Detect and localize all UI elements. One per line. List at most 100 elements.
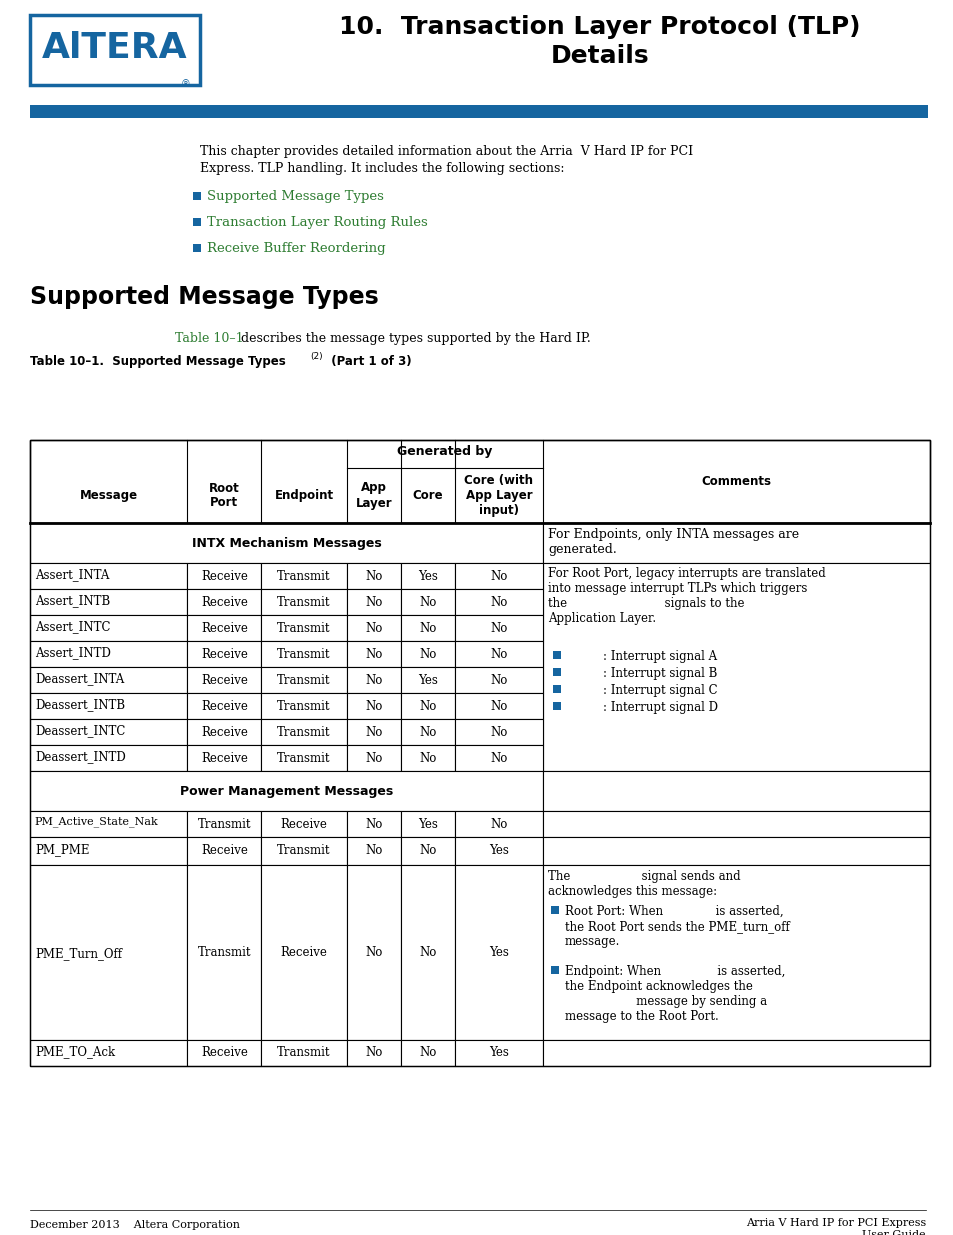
Text: Message: Message bbox=[80, 489, 137, 501]
Bar bbox=[30, 745, 188, 771]
Text: Transmit: Transmit bbox=[197, 946, 251, 960]
Bar bbox=[188, 864, 261, 1040]
Bar bbox=[347, 589, 400, 615]
Bar bbox=[261, 589, 347, 615]
Text: Yes: Yes bbox=[489, 1046, 508, 1060]
Text: No: No bbox=[418, 752, 436, 764]
Bar bbox=[261, 811, 347, 837]
Bar bbox=[347, 1040, 400, 1066]
Bar bbox=[400, 811, 455, 837]
Bar bbox=[455, 1040, 542, 1066]
Bar bbox=[261, 1040, 347, 1066]
Bar bbox=[455, 615, 542, 641]
Text: Yes: Yes bbox=[417, 569, 437, 583]
Bar bbox=[347, 563, 400, 589]
Bar bbox=[261, 641, 347, 667]
Bar bbox=[188, 563, 261, 589]
Text: PM_PME: PM_PME bbox=[35, 844, 90, 856]
Text: Root
Port: Root Port bbox=[209, 482, 239, 510]
Bar bbox=[188, 615, 261, 641]
Text: No: No bbox=[490, 752, 507, 764]
Text: ®: ® bbox=[181, 79, 191, 89]
Text: Endpoint: Endpoint bbox=[274, 489, 334, 501]
Text: Supported Message Types: Supported Message Types bbox=[30, 285, 378, 309]
Text: Receive: Receive bbox=[201, 595, 248, 609]
Bar bbox=[400, 589, 455, 615]
Text: No: No bbox=[490, 569, 507, 583]
Text: Yes: Yes bbox=[489, 845, 508, 857]
Text: Transmit: Transmit bbox=[277, 752, 331, 764]
Text: Transmit: Transmit bbox=[277, 673, 331, 687]
Text: describes the message types supported by the Hard IP.: describes the message types supported by… bbox=[236, 332, 590, 345]
Bar bbox=[193, 245, 201, 252]
Text: This chapter provides detailed information about the Arria  V Hard IP for PCI: This chapter provides detailed informati… bbox=[200, 144, 693, 158]
Text: Transmit: Transmit bbox=[277, 647, 331, 661]
Bar bbox=[188, 667, 261, 693]
Text: INTX Mechanism Messages: INTX Mechanism Messages bbox=[192, 536, 381, 550]
Bar bbox=[261, 719, 347, 745]
Text: : Interrupt signal B: : Interrupt signal B bbox=[602, 667, 717, 680]
Text: Transaction Layer Routing Rules: Transaction Layer Routing Rules bbox=[207, 216, 427, 228]
Bar bbox=[400, 719, 455, 745]
Bar bbox=[542, 1040, 929, 1066]
Text: PME_TO_Ack: PME_TO_Ack bbox=[35, 1045, 115, 1058]
Text: No: No bbox=[365, 752, 382, 764]
Text: No: No bbox=[365, 1046, 382, 1060]
Bar bbox=[553, 651, 560, 659]
Text: For Endpoints, only INTA messages are
generated.: For Endpoints, only INTA messages are ge… bbox=[547, 529, 799, 556]
Text: No: No bbox=[365, 595, 382, 609]
Text: : Interrupt signal A: : Interrupt signal A bbox=[602, 650, 717, 663]
Text: No: No bbox=[365, 845, 382, 857]
Text: Receive: Receive bbox=[201, 699, 248, 713]
Text: No: No bbox=[418, 845, 436, 857]
Text: Core: Core bbox=[412, 489, 442, 501]
Bar bbox=[553, 701, 560, 710]
Bar bbox=[347, 615, 400, 641]
Text: Endpoint: When               is asserted,
the Endpoint acknowledges the
        : Endpoint: When is asserted, the Endpoint… bbox=[564, 965, 784, 1023]
Bar bbox=[30, 615, 188, 641]
Bar bbox=[347, 837, 400, 864]
Text: Receive: Receive bbox=[201, 1046, 248, 1060]
Text: No: No bbox=[418, 1046, 436, 1060]
Bar bbox=[347, 641, 400, 667]
Text: 10.  Transaction Layer Protocol (TLP): 10. Transaction Layer Protocol (TLP) bbox=[339, 15, 860, 40]
Text: PME_Turn_Off: PME_Turn_Off bbox=[35, 947, 122, 961]
Bar bbox=[188, 693, 261, 719]
Text: Deassert_INTB: Deassert_INTB bbox=[35, 698, 125, 711]
Bar bbox=[400, 837, 455, 864]
Text: Assert_INTC: Assert_INTC bbox=[35, 620, 111, 634]
Bar bbox=[542, 811, 929, 837]
Text: App
Layer: App Layer bbox=[355, 482, 392, 510]
Text: No: No bbox=[490, 595, 507, 609]
Text: Deassert_INTA: Deassert_INTA bbox=[35, 672, 124, 685]
Text: Transmit: Transmit bbox=[277, 595, 331, 609]
Text: No: No bbox=[418, 699, 436, 713]
Text: : Interrupt signal C: : Interrupt signal C bbox=[602, 684, 717, 697]
Text: Supported Message Types: Supported Message Types bbox=[207, 190, 383, 203]
Text: Transmit: Transmit bbox=[277, 621, 331, 635]
Bar bbox=[455, 667, 542, 693]
Bar bbox=[261, 745, 347, 771]
Text: Comments: Comments bbox=[700, 475, 771, 488]
Text: No: No bbox=[365, 818, 382, 830]
Bar bbox=[30, 693, 188, 719]
Text: No: No bbox=[490, 818, 507, 830]
Text: Receive: Receive bbox=[280, 818, 327, 830]
Text: No: No bbox=[418, 647, 436, 661]
Bar bbox=[188, 589, 261, 615]
Text: No: No bbox=[490, 699, 507, 713]
Bar bbox=[553, 668, 560, 676]
Text: No: No bbox=[365, 946, 382, 960]
Text: No: No bbox=[490, 647, 507, 661]
Text: Receive: Receive bbox=[201, 752, 248, 764]
Bar bbox=[30, 811, 188, 837]
Bar bbox=[188, 745, 261, 771]
Bar bbox=[542, 864, 929, 1040]
Bar bbox=[551, 906, 558, 914]
Bar bbox=[400, 563, 455, 589]
Text: Arria V Hard IP for PCI Express
User Guide: Arria V Hard IP for PCI Express User Gui… bbox=[745, 1218, 925, 1235]
Bar bbox=[188, 719, 261, 745]
Bar bbox=[400, 615, 455, 641]
Text: For Root Port, legacy interrupts are translated
into message interrupt TLPs whic: For Root Port, legacy interrupts are tra… bbox=[547, 567, 825, 625]
Bar bbox=[30, 105, 927, 119]
